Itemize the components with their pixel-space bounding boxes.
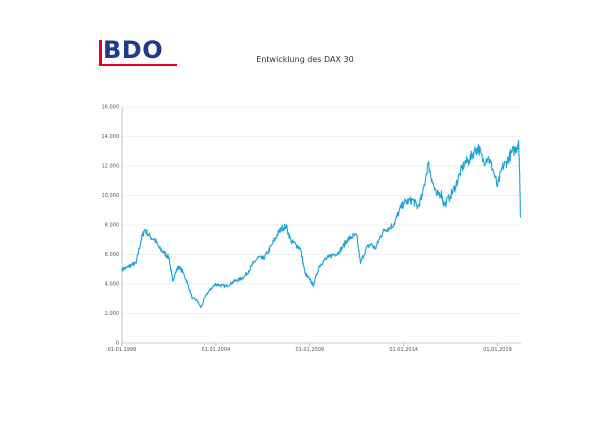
dax-series-line bbox=[121, 140, 521, 309]
x-tick-label: 01.01.1999 bbox=[108, 347, 137, 353]
chart-title: Entwicklung des DAX 30 bbox=[256, 55, 354, 64]
x-tick-label: 01.01.2019 bbox=[483, 347, 512, 353]
x-tick-label: 01.01.2014 bbox=[389, 347, 418, 353]
y-tick-label: 2.000 bbox=[105, 311, 119, 317]
logo-red-bar-horizontal bbox=[99, 64, 177, 66]
y-tick-label: 6.000 bbox=[105, 252, 119, 258]
logo-red-bar-vertical bbox=[99, 40, 102, 66]
y-tick-label: 14.000 bbox=[102, 134, 120, 140]
y-tick-label: 8.000 bbox=[105, 223, 119, 229]
y-tick-label: 12.000 bbox=[102, 164, 120, 170]
y-tick-label: 10.000 bbox=[102, 193, 120, 199]
x-tick-label: 01.01.2009 bbox=[295, 347, 324, 353]
y-tick-label: 0 bbox=[116, 341, 119, 347]
logo-text: BDO bbox=[103, 36, 164, 64]
bdo-logo: BDO bbox=[99, 36, 179, 68]
y-tick-label: 16.000 bbox=[102, 105, 120, 111]
x-tick-label: 01.01.2004 bbox=[202, 347, 231, 353]
y-tick-label: 4.000 bbox=[105, 282, 119, 288]
